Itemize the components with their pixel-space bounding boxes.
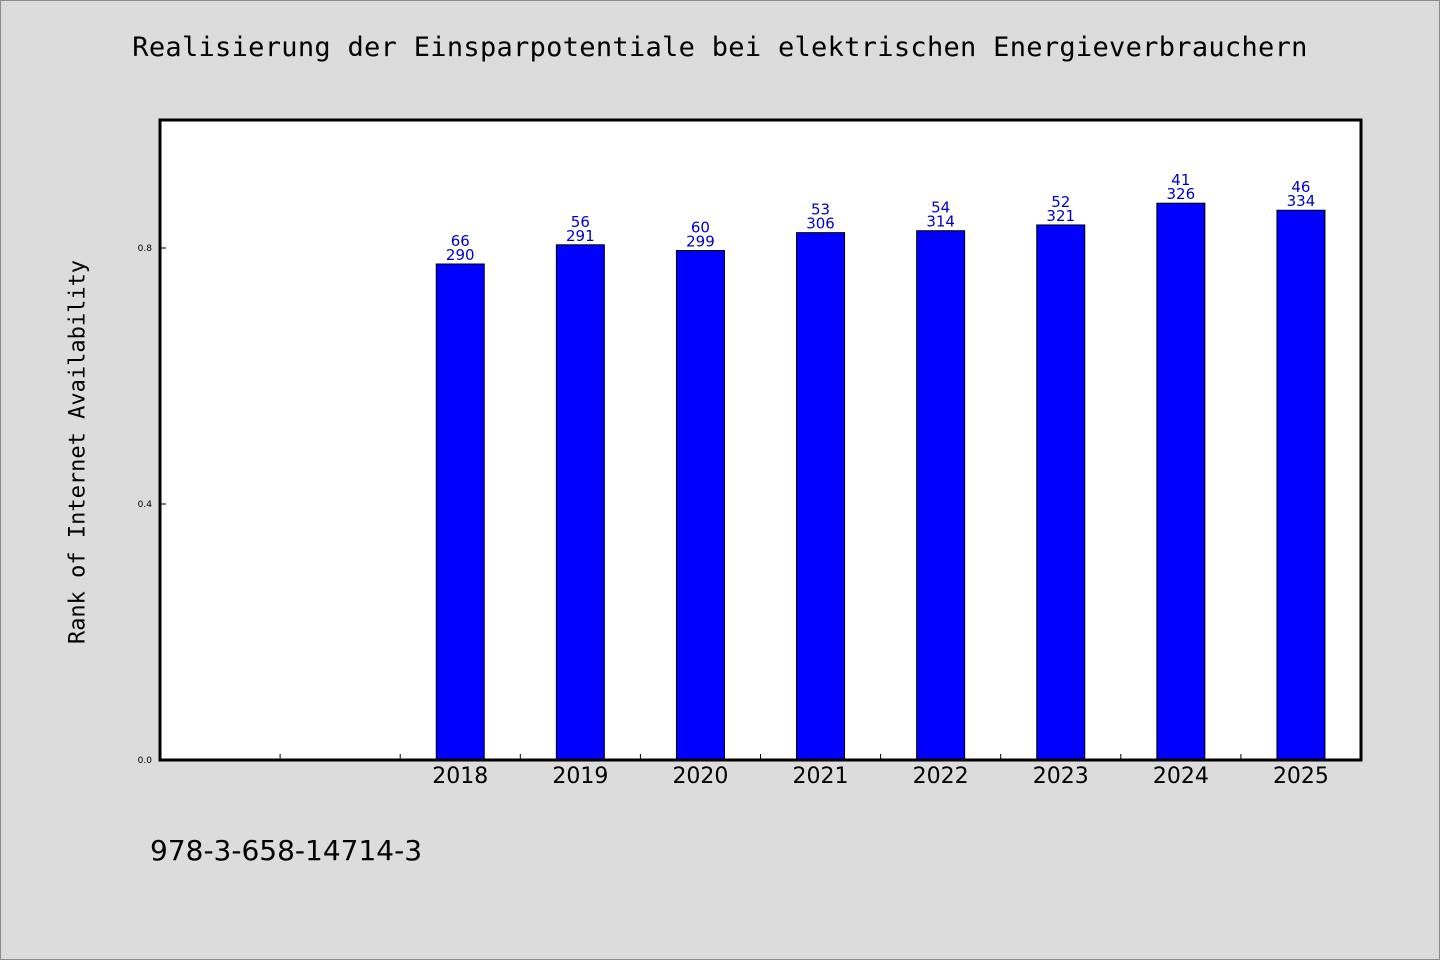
bar — [1276, 209, 1326, 761]
data-label-top: 60 — [691, 219, 710, 237]
data-label-bottom: 326 — [1167, 185, 1196, 203]
data-label-bottom: 334 — [1287, 192, 1316, 210]
y-tick-label: 0.0 — [138, 756, 153, 766]
data-label-top: 66 — [451, 232, 470, 250]
data-label-bottom: 291 — [566, 227, 595, 245]
data-label-top: 52 — [1051, 193, 1070, 211]
x-tick-label: 2025 — [1273, 764, 1329, 789]
data-label-top: 54 — [931, 199, 950, 217]
x-tick-label: 2024 — [1153, 764, 1209, 789]
bar — [1156, 202, 1206, 761]
x-tick-label: 2020 — [672, 764, 728, 789]
data-label-top: 56 — [571, 213, 590, 231]
x-tick-label: 2022 — [913, 764, 969, 789]
data-label-bottom: 314 — [926, 213, 955, 231]
bar — [675, 250, 725, 761]
plot-border — [158, 118, 1363, 762]
bar — [435, 263, 485, 761]
y-tick-label: 0.4 — [138, 500, 153, 510]
data-label-bottom: 306 — [806, 215, 835, 233]
data-label-bottom: 299 — [686, 233, 715, 251]
x-tick-label: 2021 — [793, 764, 849, 789]
y-tick-label: 0.8 — [138, 244, 153, 254]
isbn-text: 978-3-658-14714-3 — [150, 834, 423, 867]
bar — [1036, 224, 1086, 761]
data-label-top: 41 — [1171, 171, 1190, 189]
x-tick-label: 2018 — [432, 764, 488, 789]
data-label-top: 53 — [811, 201, 830, 219]
bar — [796, 232, 846, 761]
x-tick-label: 2023 — [1033, 764, 1089, 789]
chart-title: Realisierung der Einsparpotentiale bei e… — [132, 32, 1308, 63]
x-tick-label: 2019 — [552, 764, 608, 789]
data-label-bottom: 290 — [446, 246, 475, 264]
bar — [555, 244, 605, 761]
data-label-top: 46 — [1291, 178, 1310, 196]
bar — [916, 230, 966, 761]
data-label-bottom: 321 — [1046, 207, 1075, 225]
